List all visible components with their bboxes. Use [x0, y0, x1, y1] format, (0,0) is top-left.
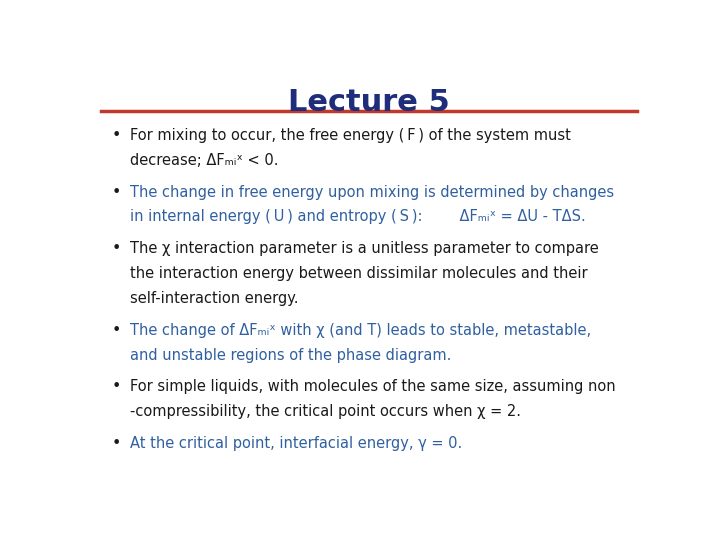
Text: -compressibility, the critical point occurs when χ = 2.: -compressibility, the critical point occ… [130, 404, 521, 419]
Text: At the critical point, interfacial energy, γ = 0.: At the critical point, interfacial energ… [130, 436, 462, 451]
Text: •: • [111, 241, 120, 256]
Text: the interaction energy between dissimilar molecules and their: the interaction energy between dissimila… [130, 266, 588, 281]
Text: Lecture 5: Lecture 5 [288, 87, 450, 117]
Text: The change of ΔFₘᵢˣ with χ (and T) leads to stable, metastable,: The change of ΔFₘᵢˣ with χ (and T) leads… [130, 322, 591, 338]
Text: decrease; ΔFₘᵢˣ < 0.: decrease; ΔFₘᵢˣ < 0. [130, 153, 279, 168]
Text: •: • [111, 379, 120, 394]
Text: and unstable regions of the phase diagram.: and unstable regions of the phase diagra… [130, 348, 451, 362]
Text: self-interaction energy.: self-interaction energy. [130, 291, 299, 306]
Text: For simple liquids, with molecules of the same size, assuming non: For simple liquids, with molecules of th… [130, 379, 616, 394]
Text: •: • [111, 322, 120, 338]
Text: •: • [111, 128, 120, 143]
Text: The χ interaction parameter is a unitless parameter to compare: The χ interaction parameter is a unitles… [130, 241, 599, 256]
Text: •: • [111, 185, 120, 200]
Text: •: • [111, 436, 120, 451]
Text: in internal energy ( U ) and entropy ( S ):        ΔFₘᵢˣ = ΔU - TΔS.: in internal energy ( U ) and entropy ( S… [130, 210, 586, 225]
Text: For mixing to occur, the free energy ( F ) of the system must: For mixing to occur, the free energy ( F… [130, 128, 571, 143]
Text: The change in free energy upon mixing is determined by changes: The change in free energy upon mixing is… [130, 185, 614, 200]
